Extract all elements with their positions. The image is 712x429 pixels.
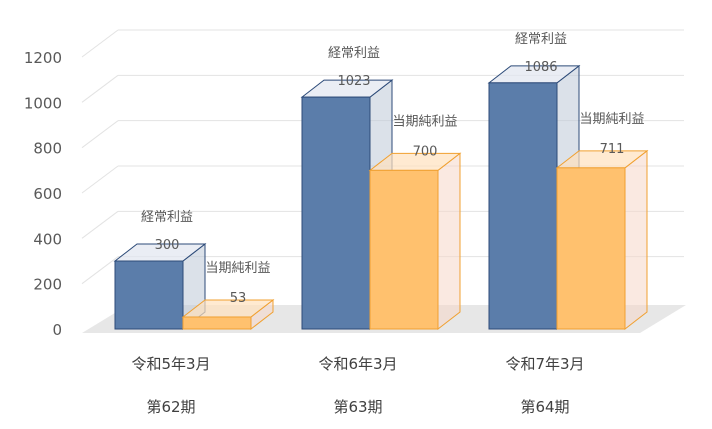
category-label-term: 第63期 [333,398,382,416]
junri-name-label: 当期純利益 [579,112,644,127]
keijo-value-label: 1086 [524,60,557,75]
gridline-diagonal [81,165,119,194]
gridline-diagonal [81,210,119,239]
y-tick-label: 800 [33,140,62,158]
gridline-diagonal [81,120,119,149]
keijo-bar [301,96,371,330]
y-tick-label: 200 [33,276,62,294]
junri-name-label: 当期純利益 [205,261,270,276]
y-tick-label: 0 [52,321,62,339]
keijo-value-label: 300 [155,238,180,253]
keijo-name-label: 経常利益 [328,46,380,61]
junri-value-label: 711 [600,142,625,157]
keijo-value-label: 1023 [337,74,370,89]
junri-value-label: 700 [413,144,438,159]
junri-bar-side [624,149,648,331]
category-label-period: 令和5年3月 [131,355,210,373]
category-label-term: 第62期 [146,398,195,416]
keijo-bar [488,82,558,330]
junri-bar [369,169,439,330]
junri-bar [556,167,626,330]
junri-bar-side [437,152,461,331]
keijo-bar [114,260,184,330]
y-tick-label: 1000 [24,94,62,112]
keijo-name-label: 経常利益 [515,32,567,47]
junri-name-label: 当期純利益 [392,114,457,129]
y-tick-label: 400 [33,230,62,248]
y-tick-label: 1200 [24,49,62,67]
keijo-name-label: 経常利益 [141,210,193,225]
gridline-diagonal [81,256,119,285]
junri-bar [182,316,252,330]
junri-value-label: 53 [230,291,247,306]
category-label-period: 令和6年3月 [318,355,397,373]
category-label-period: 令和7年3月 [505,355,584,373]
category-label-term: 第64期 [520,398,569,416]
gridline-diagonal [81,74,119,103]
y-tick-label: 600 [33,185,62,203]
gridline-diagonal [81,29,119,58]
